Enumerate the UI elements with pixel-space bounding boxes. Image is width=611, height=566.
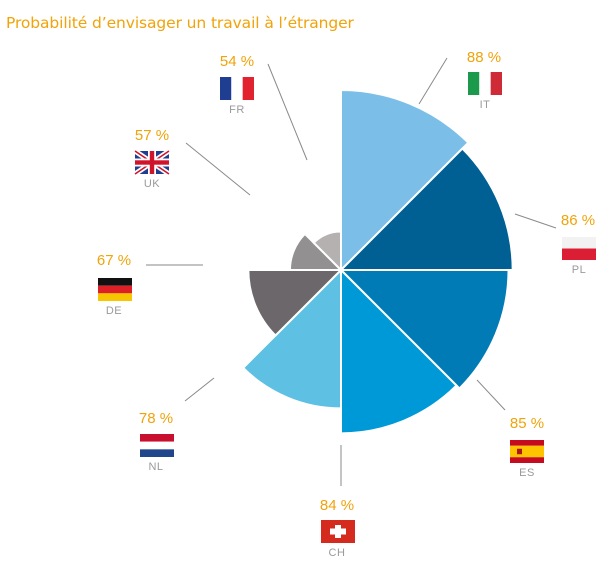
country-label-es: ES xyxy=(519,467,535,479)
netherlands-flag xyxy=(140,434,174,457)
value-label-uk: 57 % xyxy=(135,127,169,144)
value-label-nl: 78 % xyxy=(139,410,173,427)
leader-line-it xyxy=(418,57,448,105)
pie-slice-nl xyxy=(241,267,342,410)
chart-title: Probabilité d’envisager un travail à l’é… xyxy=(6,14,354,32)
germany-flag xyxy=(98,278,132,301)
pie-slice-pl xyxy=(338,147,514,271)
country-label-uk: UK xyxy=(144,178,160,190)
pie-slice-fr xyxy=(312,230,342,273)
pie-slice-it xyxy=(340,88,470,273)
value-label-ch: 84 % xyxy=(320,497,354,514)
leader-line-uk xyxy=(185,142,251,196)
country-label-it: IT xyxy=(480,99,491,111)
pie-slice-ch xyxy=(340,267,458,435)
pie-slice-de xyxy=(247,269,344,337)
leader-line-es xyxy=(476,379,506,411)
italy-flag xyxy=(468,72,502,95)
poland-flag xyxy=(562,237,596,260)
value-label-it: 88 % xyxy=(467,49,501,66)
value-label-fr: 54 % xyxy=(220,53,254,70)
country-label-nl: NL xyxy=(148,461,163,473)
spain-flag xyxy=(510,440,544,463)
uk-flag xyxy=(133,148,171,177)
country-label-ch: CH xyxy=(329,547,346,559)
value-label-pl: 86 % xyxy=(561,212,595,229)
leader-line-nl xyxy=(184,377,215,402)
pie-slice-uk xyxy=(288,232,344,271)
leader-line-pl xyxy=(514,213,557,229)
france-flag xyxy=(220,77,254,100)
country-label-pl: PL xyxy=(572,264,586,276)
pie-slice-es xyxy=(338,269,510,390)
country-label-de: DE xyxy=(106,305,122,317)
value-label-de: 67 % xyxy=(97,252,131,269)
country-label-fr: FR xyxy=(229,104,245,116)
leader-line-fr xyxy=(267,63,308,161)
value-label-es: 85 % xyxy=(510,415,544,432)
switzerland-flag xyxy=(321,520,355,543)
